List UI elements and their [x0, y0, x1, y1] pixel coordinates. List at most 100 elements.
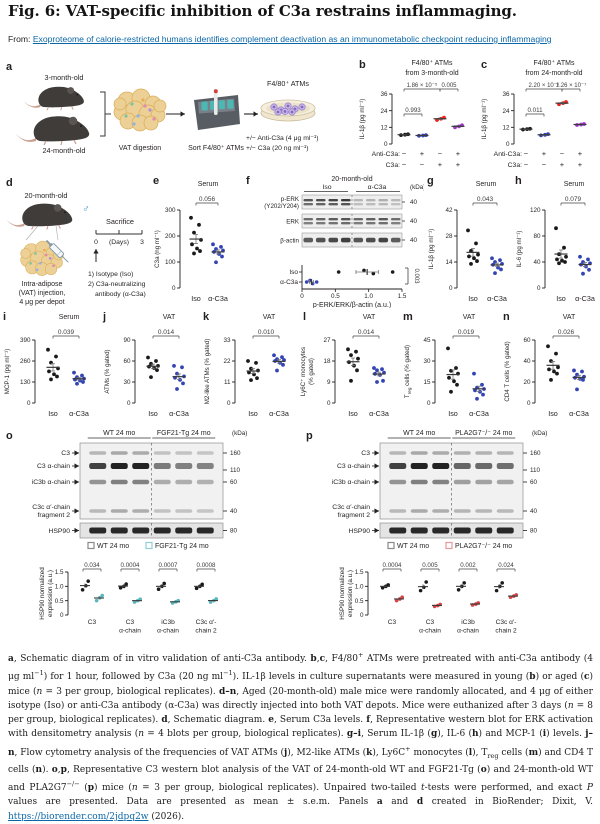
aged-mouse-illustration — [6, 203, 73, 230]
data-point — [192, 230, 196, 235]
figure-area: a 3-month-old 24-month-old VAT digestion Sor… — [0, 56, 600, 646]
y-tick-label: 9 — [327, 379, 331, 386]
arrowhead — [74, 450, 79, 456]
pvalue-label: 0.019 — [458, 329, 475, 336]
pvalue-label: 0.005 — [441, 83, 457, 89]
data-point — [81, 380, 85, 384]
y-tick-label: 36 — [380, 91, 388, 98]
immune-cell-dot — [143, 104, 147, 108]
data-point — [555, 371, 559, 376]
data-point — [474, 241, 478, 246]
protein-band — [432, 451, 450, 455]
caption-segment: = 8 per group, biological replicates). — [8, 700, 593, 726]
caption-segment: ) and MCP-1 ( — [478, 729, 543, 740]
data-point — [154, 359, 158, 363]
biorender-link[interactable]: https://biorender.com/2jdpq2w — [8, 811, 149, 822]
arrowhead — [374, 450, 379, 456]
pvalue-label: 0.003 — [413, 268, 419, 284]
data-point — [146, 355, 150, 360]
immune-cell-dot — [141, 98, 145, 102]
data-point — [362, 268, 366, 273]
kda-value: 60 — [230, 479, 238, 486]
data-point — [280, 355, 284, 360]
category-label: α-chain — [457, 628, 479, 635]
band-label: HSP90 — [348, 528, 370, 535]
y-tick-label: 0 — [537, 285, 541, 292]
plunger-head — [48, 242, 53, 247]
article-link[interactable]: Exoproteome of calorie-restricted humans… — [32, 34, 552, 44]
data-point — [564, 254, 568, 259]
sorter-tube — [227, 99, 234, 109]
data-point — [198, 249, 202, 253]
callout-line — [55, 225, 59, 241]
data-point — [246, 359, 250, 363]
kda-header: (kDa) — [410, 184, 424, 191]
y-tick-label: 260 — [20, 358, 31, 365]
data-point — [181, 381, 185, 386]
protein-band — [389, 463, 407, 469]
panel-letter: f — [246, 175, 250, 187]
data-point — [214, 597, 218, 601]
data-point — [349, 353, 353, 358]
protein-band — [475, 527, 493, 534]
pvalue-label: 0.0007 — [159, 562, 178, 569]
protein-band — [378, 237, 389, 243]
caption-segment: ), T — [472, 747, 488, 758]
x-matrix-value: − — [402, 160, 407, 169]
x-matrix-value: + — [438, 160, 443, 169]
category-label: C3c α′- — [196, 619, 217, 626]
blot-header: 20-month-old — [331, 176, 372, 183]
protein-band — [303, 237, 314, 243]
blot-box — [79, 442, 224, 520]
x-matrix-value: + — [456, 149, 461, 158]
data-point — [220, 254, 224, 259]
y-tick-label: 300 — [165, 207, 176, 214]
treatment-option-2b: antibody (α-C3a) — [95, 291, 146, 298]
data-point — [172, 364, 176, 368]
protein-band — [153, 479, 171, 485]
caption-segment: a — [8, 654, 14, 664]
protein-band — [89, 451, 107, 455]
y-tick-label: 11 — [224, 379, 231, 386]
mouse-feet — [43, 139, 77, 146]
kda-header: (kDa) — [232, 430, 247, 437]
protein-band — [390, 218, 401, 221]
pvalue-label: 0.010 — [258, 329, 275, 336]
mouse-old-label: 24-month-old — [43, 146, 86, 155]
mouse-eye — [80, 125, 82, 127]
band-label: p-ERK — [281, 196, 300, 203]
data-point — [155, 368, 159, 372]
panel-letter: k — [203, 311, 210, 323]
data-point — [447, 375, 451, 380]
protein-band — [475, 451, 493, 455]
data-point — [575, 387, 579, 392]
protein-band — [110, 509, 128, 513]
data-point — [47, 369, 51, 374]
data-point — [380, 367, 384, 372]
panel-m-figure: m VAT 0 15 30 45 Treg cells (% gated) 0.019 Iso α… — [403, 311, 489, 418]
mouse-young-label: 3-month-old — [45, 73, 84, 82]
pvalue-label: 0.011 — [527, 107, 543, 114]
pvalue-label: 1.26 × 10⁻⁷ — [556, 82, 587, 89]
x-tick-label: 1.5 — [398, 293, 407, 300]
y-tick-label: 24 — [380, 108, 388, 115]
kda-value: 40 — [410, 199, 418, 206]
caption-segment: k — [366, 747, 373, 758]
category-label: α-chain — [119, 628, 141, 635]
protein-band — [315, 203, 326, 206]
y-tick-label: 1.0 — [355, 584, 364, 591]
data-point — [192, 251, 196, 256]
blot-box — [379, 442, 524, 520]
y-tick-label: 14 — [445, 259, 453, 266]
x-tick-label: 0 — [300, 293, 304, 300]
protein-band — [303, 222, 314, 225]
protein-band — [175, 463, 193, 469]
data-point — [211, 242, 215, 247]
caption-segment: ) levels. — [546, 729, 586, 740]
data-point — [281, 362, 285, 367]
chart-title: Serum — [476, 181, 497, 188]
caption-segment: ) and CD4 T cells ( — [8, 747, 593, 775]
panel-b-chart: b F4/80⁺ ATMs from 3-month-old 0 12 24 36 IL-1β… — [356, 56, 478, 172]
data-point — [349, 378, 353, 383]
